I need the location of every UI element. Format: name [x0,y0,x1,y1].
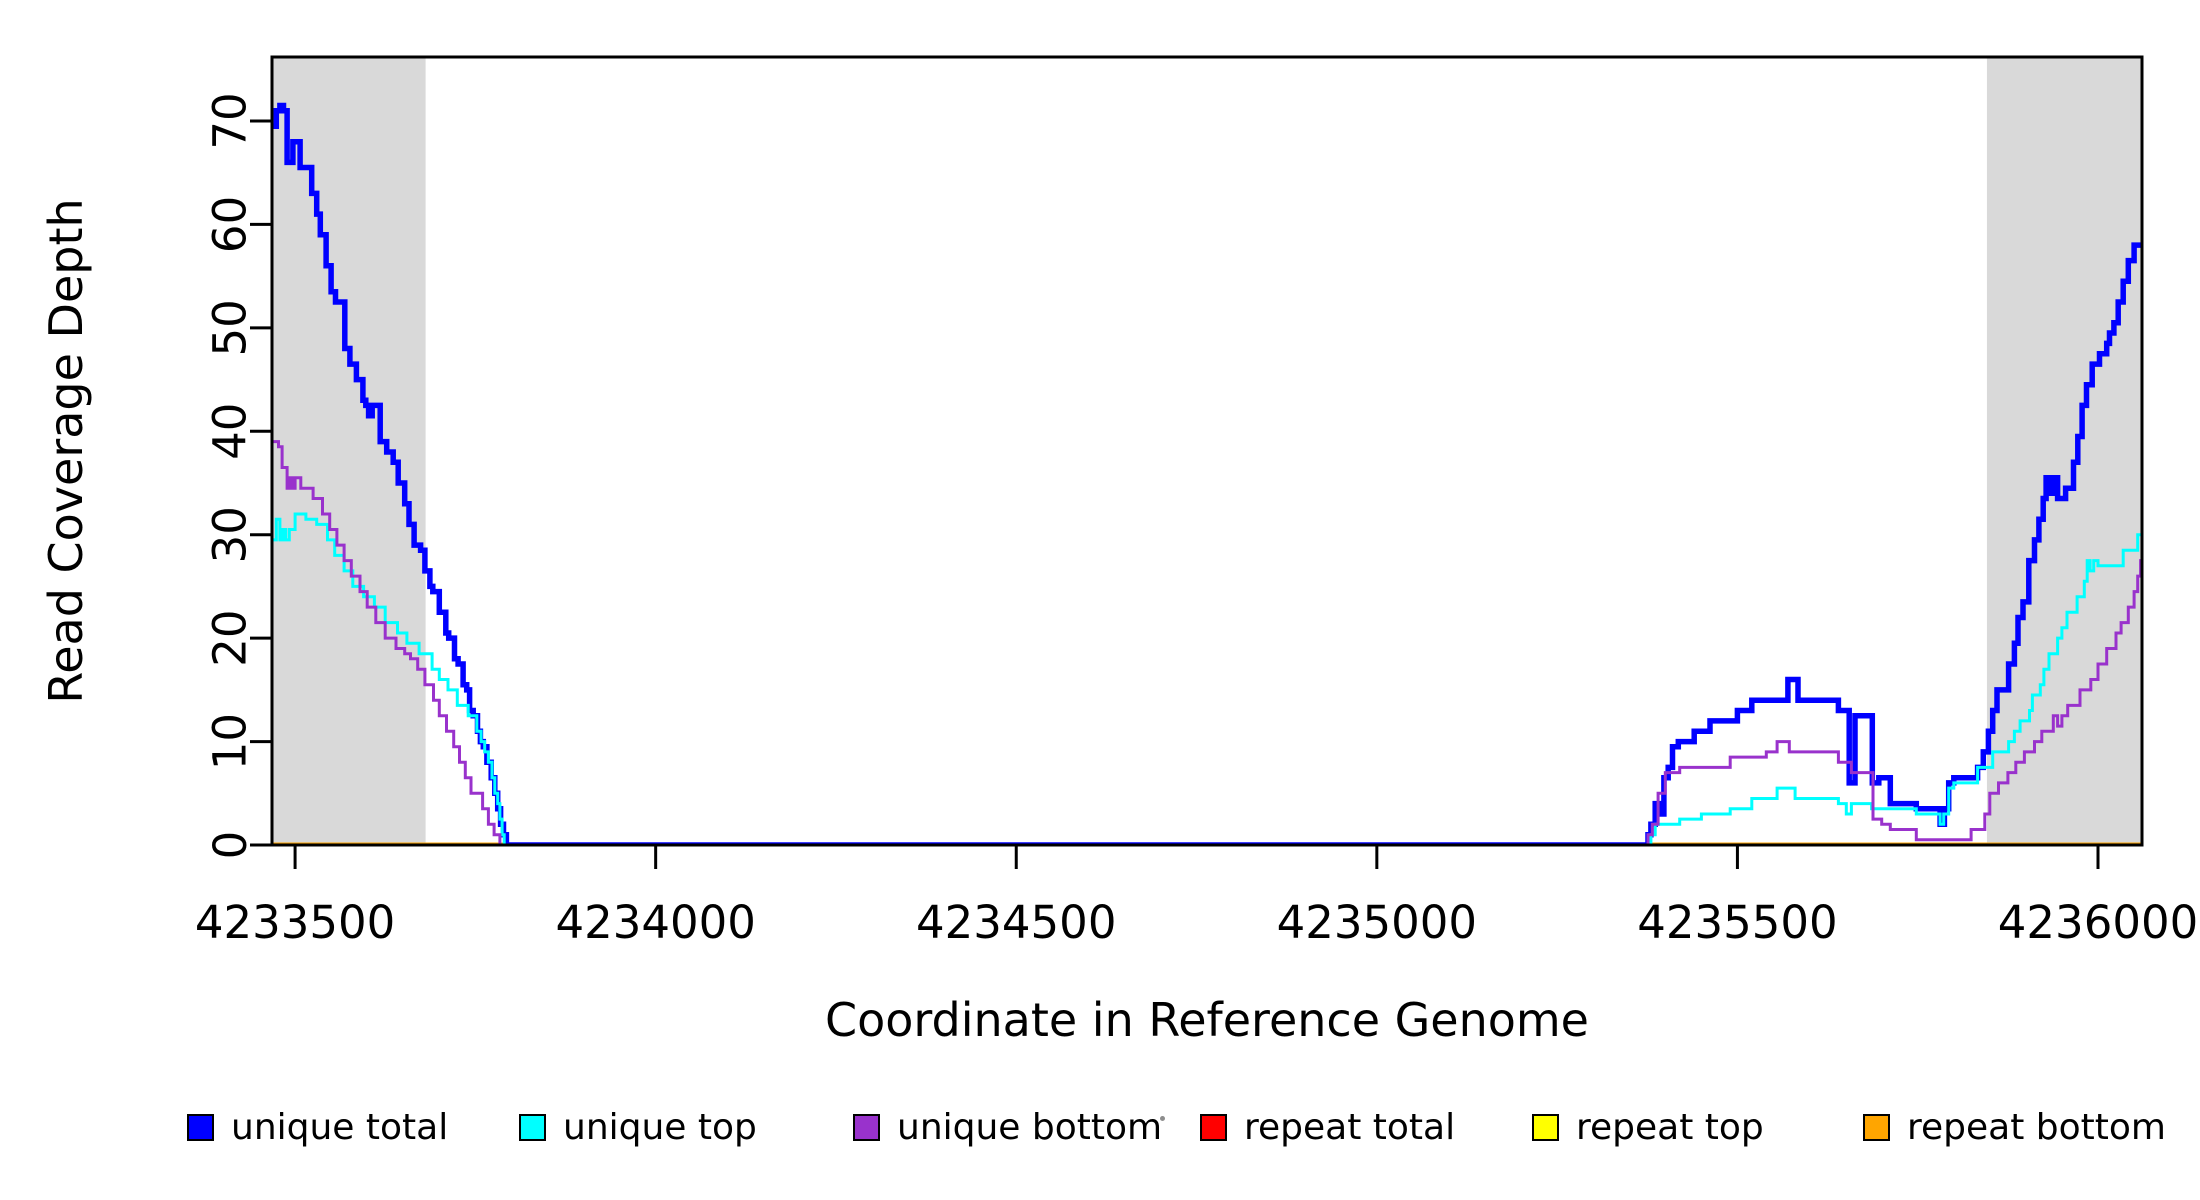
legend-label: unique total [231,1107,449,1148]
highlight-band [272,57,426,845]
legend-item-repeat-bottom: repeat bottom [1863,1107,2166,1148]
y-tick-label: 60 [204,196,257,253]
legend-label: unique top [563,1107,757,1148]
legend-label: repeat total [1244,1107,1456,1148]
y-tick-label: 20 [204,610,257,667]
legend-item-unique-bottom: unique bottom [853,1107,1163,1148]
y-tick-label: 50 [204,299,257,356]
series-unique-total [272,102,2142,845]
y-tick-label: 30 [204,506,257,563]
plot-box [270,55,2144,847]
legend-label: unique bottom [897,1107,1163,1148]
repeat-top-swatch-icon [1532,1114,1559,1141]
series-unique-top [272,512,2142,845]
legend-item-unique-top: unique top [519,1107,757,1148]
x-tick-label: 4235500 [1637,896,1837,949]
unique-top-swatch-icon [519,1114,546,1141]
series-unique-bottom [272,440,2142,845]
repeat-total-swatch-icon [1200,1114,1227,1141]
unique-total-swatch-icon [187,1114,214,1141]
legend-label: repeat top [1576,1107,1764,1148]
unique-bottom-swatch-icon [853,1114,880,1141]
y-tick-label: 70 [204,92,257,149]
x-tick-label: 4236000 [1998,896,2198,949]
x-tick-label: 4234500 [916,896,1116,949]
x-tick-label: 4233500 [195,896,395,949]
x-tick-label: 4234000 [555,896,755,949]
legend-label: repeat bottom [1907,1107,2166,1148]
x-tick-label: 4235000 [1277,896,1477,949]
stray-dot-artifact [1160,1116,1165,1121]
y-axis-title: Read Coverage Depth [39,198,93,703]
legend-item-unique-total: unique total [187,1107,449,1148]
coverage-plot: 4233500 4234000 4234500 4235000 4235500 42360… [39,55,2198,1047]
legend-item-repeat-top: repeat top [1532,1107,1764,1148]
x-axis: 4233500 4234000 4234500 4235000 4235500 42360… [195,845,2198,949]
y-tick-label: 10 [204,713,257,770]
y-tick-label: 0 [204,831,257,860]
series-layer [272,102,2142,845]
y-tick-label: 40 [204,403,257,460]
legend-item-repeat-total: repeat total [1200,1107,1456,1148]
repeat-bottom-swatch-icon [1863,1114,1890,1141]
highlight-bands [272,57,2142,845]
highlight-band [1986,57,2142,845]
y-axis: 0 10 20 30 40 50 60 70 [204,92,272,859]
x-axis-title: Coordinate in Reference Genome [825,993,1589,1047]
